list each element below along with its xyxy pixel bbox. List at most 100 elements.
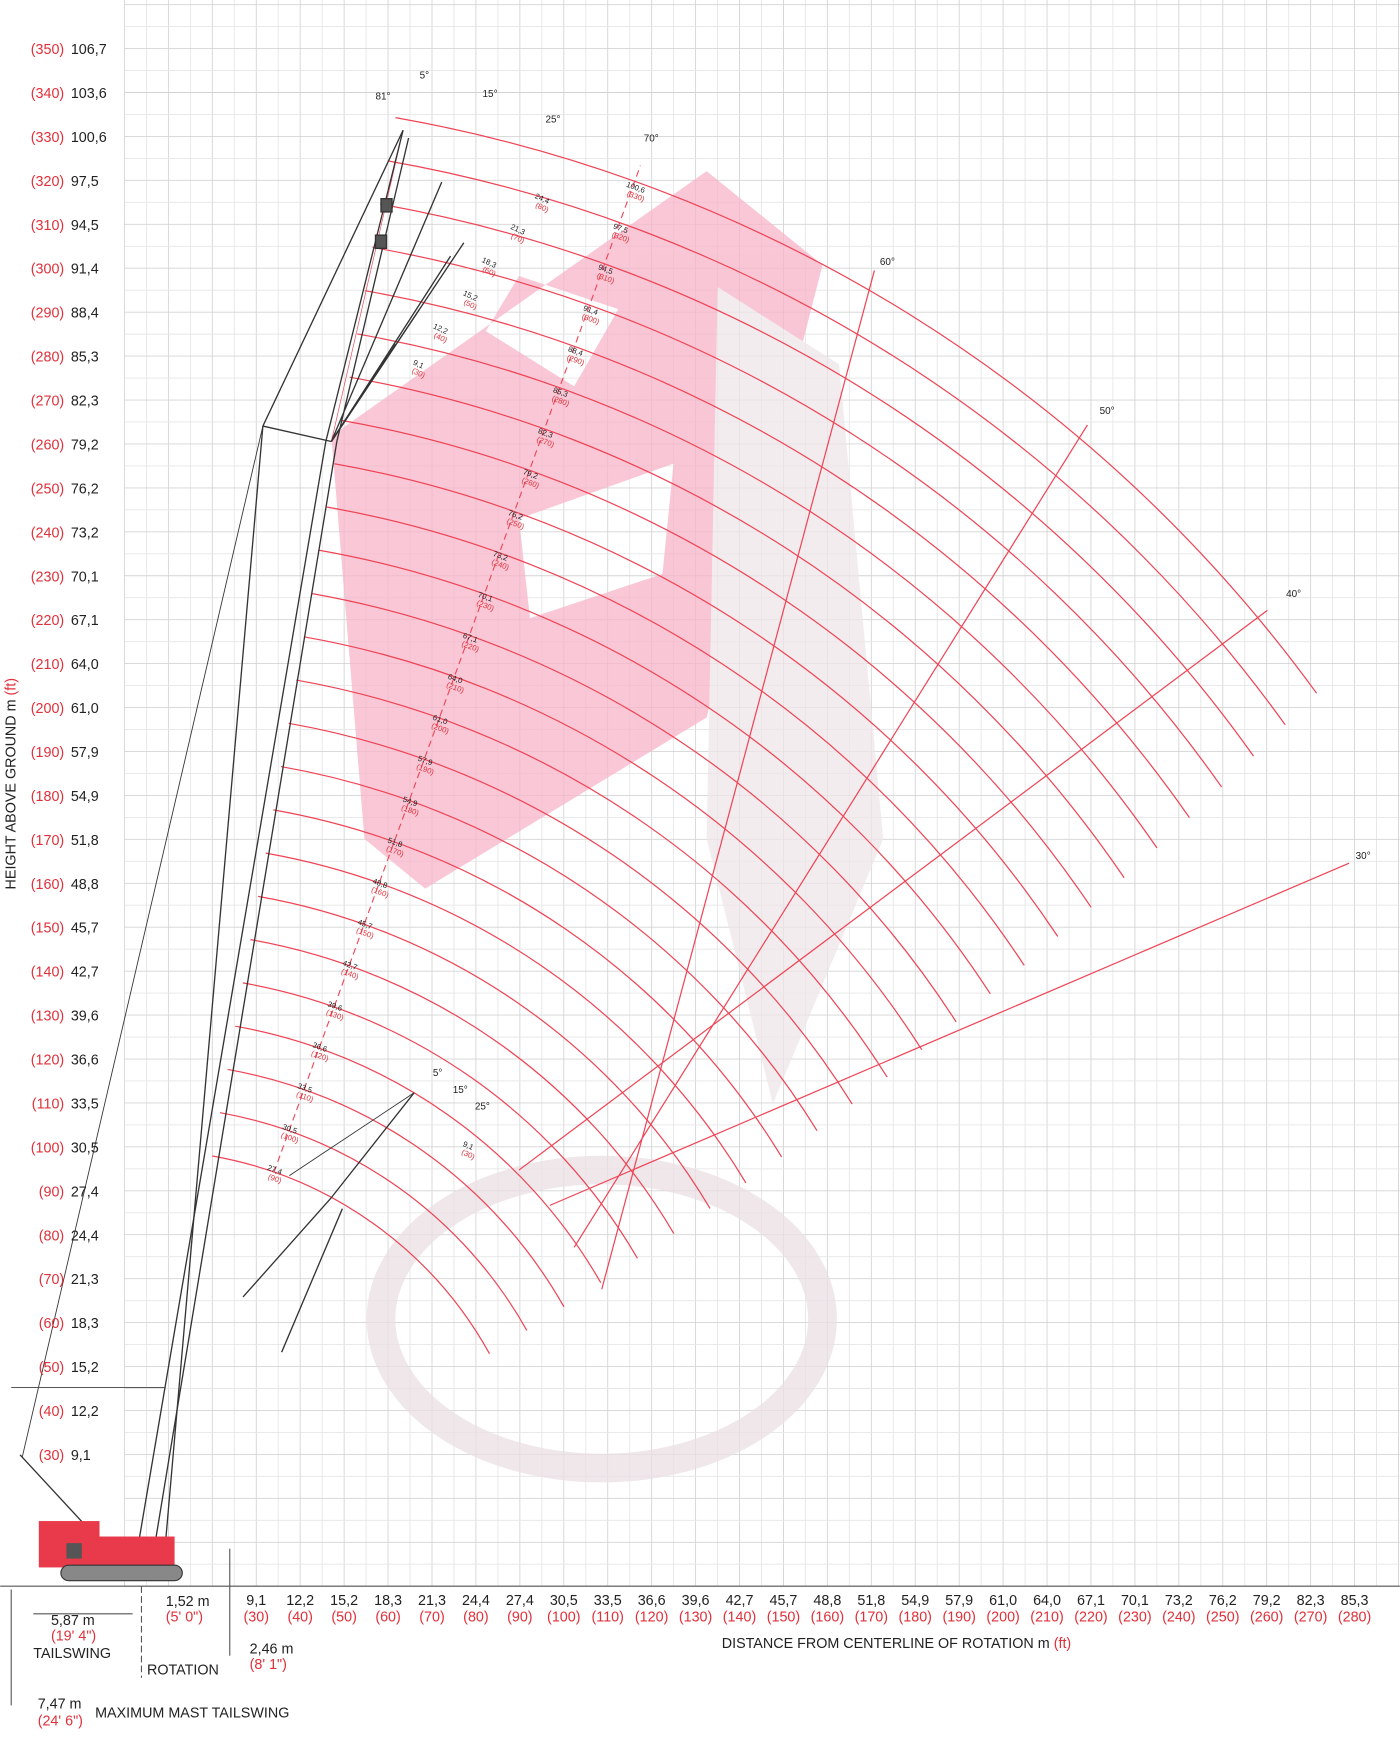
y-tick-label: 48,8 xyxy=(71,877,99,893)
y-tick-label: (180) xyxy=(31,789,64,805)
upperworks xyxy=(97,1536,175,1566)
boom-length-label: (160) xyxy=(370,885,390,900)
y-tick-label: (170) xyxy=(31,833,64,849)
x-tick-label: 9,1 xyxy=(246,1593,266,1609)
y-tick-label: (70) xyxy=(39,1272,64,1288)
x-tick-label: 54,9 xyxy=(901,1593,929,1609)
y-tick-label: 61,0 xyxy=(71,701,99,717)
x-tick-label: 85,3 xyxy=(1341,1593,1369,1609)
dim-label: (19' 4") xyxy=(51,1628,96,1644)
x-tick-label: (260) xyxy=(1250,1610,1283,1626)
y-tick-label: (280) xyxy=(31,350,64,366)
x-tick-label: 15,2 xyxy=(330,1593,358,1609)
x-tick-label: (40) xyxy=(287,1610,312,1626)
y-tick-label: (60) xyxy=(39,1316,64,1332)
x-tick-label: (180) xyxy=(899,1610,932,1626)
angle-label: 15° xyxy=(453,1085,468,1096)
logo-shadow xyxy=(706,286,884,1104)
angle-label: 70° xyxy=(644,133,659,144)
y-tick-label: (290) xyxy=(31,306,64,322)
y-tick-label: 64,0 xyxy=(71,657,99,673)
x-tick-label: (140) xyxy=(723,1610,756,1626)
x-tick-label: (190) xyxy=(942,1610,975,1626)
jib-length-label: 9,1 xyxy=(461,1139,475,1152)
y-tick-label: (50) xyxy=(39,1360,64,1376)
y-tick-label: 42,7 xyxy=(71,965,99,981)
jib-chord xyxy=(325,130,404,442)
range-arc xyxy=(349,376,1125,879)
y-tick-label: (100) xyxy=(31,1140,64,1156)
crane xyxy=(19,129,465,1546)
cab xyxy=(66,1543,82,1559)
dim-label: (8' 1") xyxy=(250,1657,287,1673)
x-tick-label: 24,4 xyxy=(462,1593,490,1609)
y-tick-label: (120) xyxy=(31,1053,64,1069)
y-tick-label: 79,2 xyxy=(71,437,99,453)
x-tick-label: 73,2 xyxy=(1165,1593,1193,1609)
y-tick-label: (190) xyxy=(31,745,64,761)
jib-chord xyxy=(336,137,410,442)
angle-label: 25° xyxy=(475,1101,490,1112)
y-tick-label: (270) xyxy=(31,394,64,410)
y-tick-label: (260) xyxy=(31,437,64,453)
boom-chord xyxy=(154,441,338,1546)
range-arc xyxy=(311,592,957,1023)
boom-length-label: (290) xyxy=(566,353,586,368)
y-tick-label: 21,3 xyxy=(71,1272,99,1288)
x-tick-label: 79,2 xyxy=(1253,1593,1281,1609)
y-tick-label: 27,4 xyxy=(71,1184,99,1200)
y-tick-label: (80) xyxy=(39,1228,64,1244)
range-arc xyxy=(364,290,1190,818)
x-tick-label: (280) xyxy=(1338,1610,1371,1626)
y-tick-label: 70,1 xyxy=(71,569,99,585)
angle-label: 40° xyxy=(1286,589,1301,600)
x-tick-label: (200) xyxy=(986,1610,1019,1626)
x-tick-label: (30) xyxy=(244,1610,269,1626)
boom-length-label: (300) xyxy=(581,312,601,327)
range-arc xyxy=(242,982,638,1259)
y-axis-title-text: HEIGHT ABOVE GROUND m xyxy=(4,699,20,889)
range-arc xyxy=(303,636,923,1050)
x-tick-label: 36,6 xyxy=(638,1593,666,1609)
y-tick-label: 82,3 xyxy=(71,394,99,410)
range-arc xyxy=(257,895,711,1209)
x-tick-label: (240) xyxy=(1162,1610,1195,1626)
dim-label: 2,46 m xyxy=(250,1642,294,1658)
x-tick-label: (270) xyxy=(1294,1610,1327,1626)
y-tick-label: 30,5 xyxy=(71,1140,99,1156)
y-tick-label: (200) xyxy=(31,701,64,717)
x-tick-label: (150) xyxy=(767,1610,800,1626)
y-tick-label: 91,4 xyxy=(71,262,99,278)
y-tick-label: 39,6 xyxy=(71,1009,99,1025)
y-tick-label: (110) xyxy=(32,1096,64,1112)
y-tick-label: (340) xyxy=(31,86,64,102)
x-tick-label: 57,9 xyxy=(945,1593,973,1609)
crawler-track xyxy=(60,1564,183,1582)
dim-label: 5,87 m xyxy=(51,1613,95,1629)
y-tick-label: 24,4 xyxy=(71,1228,99,1244)
x-tick-label: (90) xyxy=(507,1610,532,1626)
y-tick-label: (220) xyxy=(31,613,64,629)
angle-line xyxy=(549,862,1350,1206)
range-arc xyxy=(250,939,675,1234)
y-tick-label: 12,2 xyxy=(71,1404,99,1420)
range-arc xyxy=(395,117,1318,694)
x-tick-label: (120) xyxy=(635,1610,668,1626)
y-tick-label: (40) xyxy=(39,1404,64,1420)
dimension-lines xyxy=(0,1386,1400,1706)
x-tick-label: 48,8 xyxy=(813,1593,841,1609)
y-tick-label: (140) xyxy=(31,965,64,981)
x-axis-title-text: DISTANCE FROM CENTERLINE OF ROTATION m xyxy=(722,1636,1050,1652)
x-tick-label: (250) xyxy=(1206,1610,1239,1626)
boom-chord xyxy=(137,441,327,1546)
x-tick-label: (60) xyxy=(375,1610,400,1626)
y-tick-label: (30) xyxy=(39,1448,64,1464)
x-tick-label: 76,2 xyxy=(1209,1593,1237,1609)
y-tick-label: (250) xyxy=(31,481,64,497)
range-arcs xyxy=(212,117,1350,1354)
dim-caption: TAILSWING xyxy=(33,1646,111,1662)
y-tick-label: 54,9 xyxy=(71,789,99,805)
y-tick-label: (330) xyxy=(31,130,64,146)
